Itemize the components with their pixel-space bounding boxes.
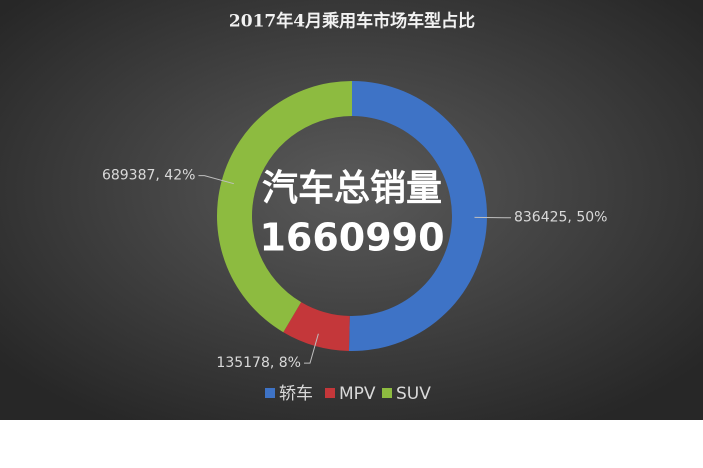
donut-segment <box>217 80 352 333</box>
donut-segment <box>348 81 487 351</box>
chart-title: 2017年4月乘用车市场车型占比 <box>229 11 475 32</box>
leader-line <box>303 333 319 364</box>
legend-label: 轿车 <box>279 384 313 404</box>
data-label: 836425, 50% <box>514 210 607 226</box>
leader-line <box>198 175 234 185</box>
center-total: 1660990 <box>259 216 444 260</box>
legend-swatch <box>382 388 392 398</box>
legend-swatch <box>265 388 275 398</box>
legend-swatch <box>325 388 335 398</box>
data-label: 135178, 8% <box>216 355 301 371</box>
data-label: 689387, 42% <box>102 168 195 184</box>
center-label: 汽车总销量 <box>262 168 442 209</box>
legend-label: SUV <box>396 384 431 404</box>
donut-segment <box>283 302 350 351</box>
legend-label: MPV <box>339 384 376 404</box>
